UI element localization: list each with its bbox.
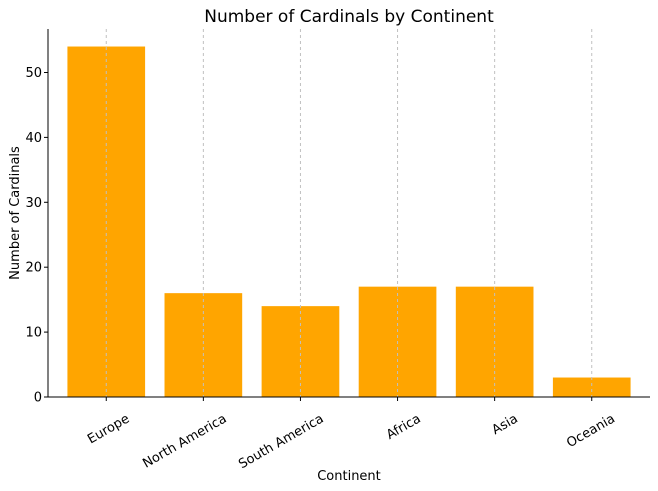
y-tick-label-20: 20 — [25, 261, 42, 276]
y-tick-label-50: 50 — [25, 66, 42, 81]
y-tick-label-40: 40 — [25, 131, 42, 146]
y-axis-label: Number of Cardinals — [8, 146, 23, 280]
bar-north-america — [164, 293, 243, 397]
x-tick-label-asia: Asia — [490, 411, 521, 438]
bar-south-america — [261, 306, 340, 397]
x-tick-label-africa: Africa — [384, 411, 424, 443]
x-tick-label-south-america: South America — [236, 411, 326, 472]
x-tick-label-europe: Europe — [85, 411, 132, 447]
x-tick-label-oceania: Oceania — [564, 411, 618, 451]
y-tick-label-0: 0 — [34, 391, 42, 406]
y-tick-label-30: 30 — [25, 196, 42, 211]
x-axis-label: Continent — [317, 469, 381, 484]
y-tick-label-10: 10 — [25, 326, 42, 341]
x-tick-label-north-america: North America — [140, 411, 229, 471]
chart-title: Number of Cardinals by Continent — [204, 7, 494, 27]
bar-oceania — [552, 377, 631, 397]
